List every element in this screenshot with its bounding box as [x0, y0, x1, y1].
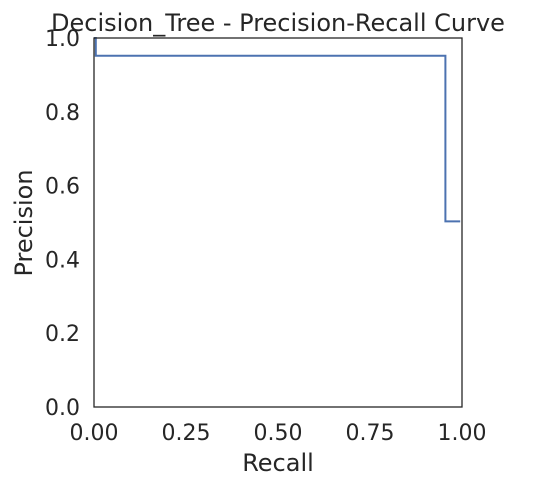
y-tick-label: 0.0 — [45, 396, 80, 421]
plot-frame — [93, 37, 463, 408]
y-tick-label: 0.8 — [45, 101, 80, 126]
y-tick-label: 1.0 — [45, 27, 80, 52]
x-tick-label: 0.50 — [254, 421, 303, 446]
chart-title: Decision_Tree - Precision-Recall Curve — [51, 9, 505, 37]
pr-curve-line — [94, 37, 461, 223]
x-tick-labels: 0.00 0.25 0.50 0.75 1.00 — [70, 421, 487, 446]
y-axis-label: Precision — [10, 169, 38, 276]
y-tick-label: 0.2 — [45, 322, 80, 347]
x-tick-label: 0.75 — [346, 421, 395, 446]
x-tick-label: 0.25 — [162, 421, 211, 446]
series-layer — [94, 37, 461, 223]
y-tick-label: 0.6 — [45, 175, 80, 200]
x-tick-label: 1.00 — [438, 421, 487, 446]
x-axis-label: Recall — [242, 449, 314, 477]
y-tick-label: 0.4 — [45, 248, 80, 273]
y-tick-labels: 0.0 0.2 0.4 0.6 0.8 1.0 — [45, 27, 80, 421]
x-tick-label: 0.00 — [70, 421, 119, 446]
